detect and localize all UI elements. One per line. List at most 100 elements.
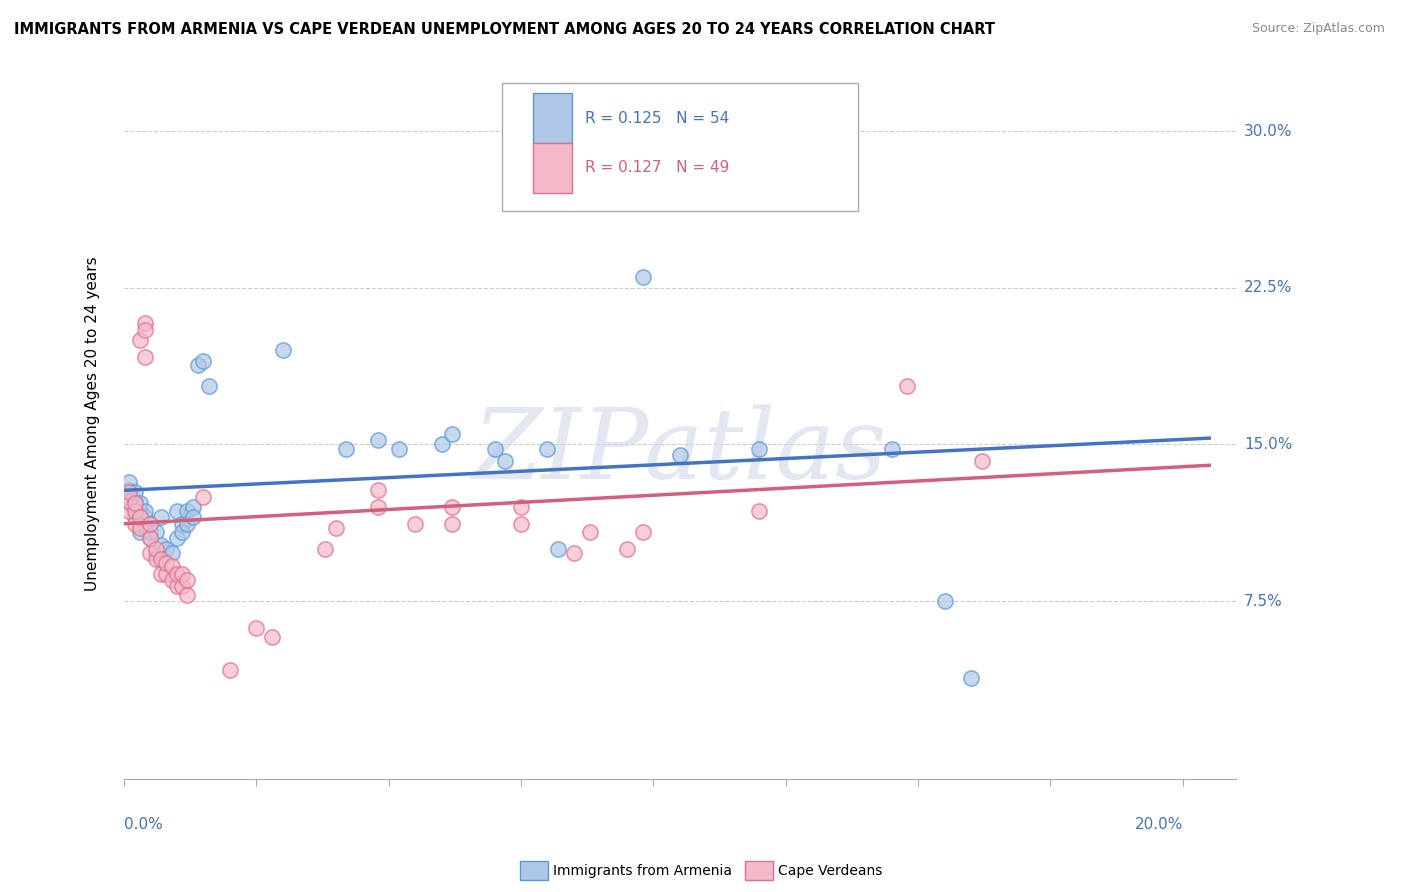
Text: ZIPatlas: ZIPatlas	[472, 404, 887, 500]
Point	[510, 516, 533, 531]
Point	[149, 566, 172, 581]
Point	[631, 525, 654, 540]
Point	[181, 510, 204, 524]
Text: R = 0.125   N = 54: R = 0.125 N = 54	[585, 111, 730, 126]
Point	[325, 521, 347, 535]
Point	[145, 525, 167, 540]
Point	[441, 426, 464, 441]
Text: 20.0%: 20.0%	[1135, 817, 1182, 832]
Point	[404, 516, 426, 531]
Point	[172, 566, 194, 581]
Point	[748, 442, 770, 456]
Text: IMMIGRANTS FROM ARMENIA VS CAPE VERDEAN UNEMPLOYMENT AMONG AGES 20 TO 24 YEARS C: IMMIGRANTS FROM ARMENIA VS CAPE VERDEAN …	[14, 22, 995, 37]
Point	[118, 496, 141, 510]
Point	[166, 579, 188, 593]
Point	[128, 521, 150, 535]
FancyBboxPatch shape	[533, 94, 572, 143]
Point	[145, 546, 167, 560]
Point	[181, 500, 204, 514]
Point	[388, 442, 411, 456]
Point	[139, 532, 162, 546]
Point	[155, 541, 177, 556]
Point	[160, 558, 183, 573]
Point	[367, 434, 389, 448]
Text: 0.0%: 0.0%	[124, 817, 163, 832]
Point	[176, 504, 198, 518]
Point	[367, 500, 389, 514]
Point	[166, 504, 188, 518]
Point	[139, 516, 162, 531]
Point	[172, 516, 194, 531]
Point	[124, 510, 146, 524]
Point	[118, 490, 141, 504]
Point	[197, 379, 219, 393]
Point	[314, 541, 336, 556]
Text: 22.5%: 22.5%	[1244, 280, 1292, 295]
Point	[494, 454, 516, 468]
Point	[562, 546, 585, 560]
Point	[118, 504, 141, 518]
Point	[128, 525, 150, 540]
Point	[134, 521, 156, 535]
Point	[262, 630, 284, 644]
Point	[441, 500, 464, 514]
Point	[128, 496, 150, 510]
Point	[271, 343, 294, 358]
Point	[124, 493, 146, 508]
Point	[124, 496, 146, 510]
Text: Source: ZipAtlas.com: Source: ZipAtlas.com	[1251, 22, 1385, 36]
Point	[118, 483, 141, 498]
Point	[172, 579, 194, 593]
Text: Cape Verdeans: Cape Verdeans	[778, 863, 882, 878]
Point	[118, 493, 141, 508]
Text: 30.0%: 30.0%	[1244, 124, 1292, 138]
Point	[128, 516, 150, 531]
Point	[193, 490, 215, 504]
Point	[134, 504, 156, 518]
Point	[124, 516, 146, 531]
Text: R = 0.127   N = 49: R = 0.127 N = 49	[585, 161, 730, 176]
Point	[669, 448, 692, 462]
Point	[139, 546, 162, 560]
Point	[128, 504, 150, 518]
Point	[176, 573, 198, 587]
Point	[155, 557, 177, 571]
Y-axis label: Unemployment Among Ages 20 to 24 years: Unemployment Among Ages 20 to 24 years	[86, 256, 100, 591]
Point	[430, 437, 453, 451]
Point	[934, 594, 956, 608]
Text: 15.0%: 15.0%	[1244, 437, 1292, 452]
Point	[579, 525, 602, 540]
Point	[536, 442, 558, 456]
Point	[547, 541, 569, 556]
Point	[600, 186, 623, 201]
Point	[160, 546, 183, 560]
Text: Immigrants from Armenia: Immigrants from Armenia	[553, 863, 731, 878]
Point	[880, 442, 903, 456]
Point	[335, 442, 357, 456]
Point	[960, 671, 983, 685]
Point	[149, 552, 172, 566]
Point	[149, 510, 172, 524]
Point	[176, 516, 198, 531]
Point	[441, 516, 464, 531]
Point	[124, 504, 146, 518]
FancyBboxPatch shape	[533, 143, 572, 193]
Point	[748, 504, 770, 518]
Point	[172, 525, 194, 540]
Point	[155, 566, 177, 581]
Point	[139, 525, 162, 540]
Point	[510, 500, 533, 514]
Point	[484, 442, 506, 456]
Point	[118, 485, 141, 500]
Point	[970, 454, 993, 468]
FancyBboxPatch shape	[502, 83, 858, 211]
Point	[145, 552, 167, 566]
Point	[134, 350, 156, 364]
Point	[118, 475, 141, 489]
Point	[187, 358, 209, 372]
Point	[139, 532, 162, 546]
Point	[245, 621, 267, 635]
Point	[149, 552, 172, 566]
Point	[160, 573, 183, 587]
Point	[134, 322, 156, 336]
